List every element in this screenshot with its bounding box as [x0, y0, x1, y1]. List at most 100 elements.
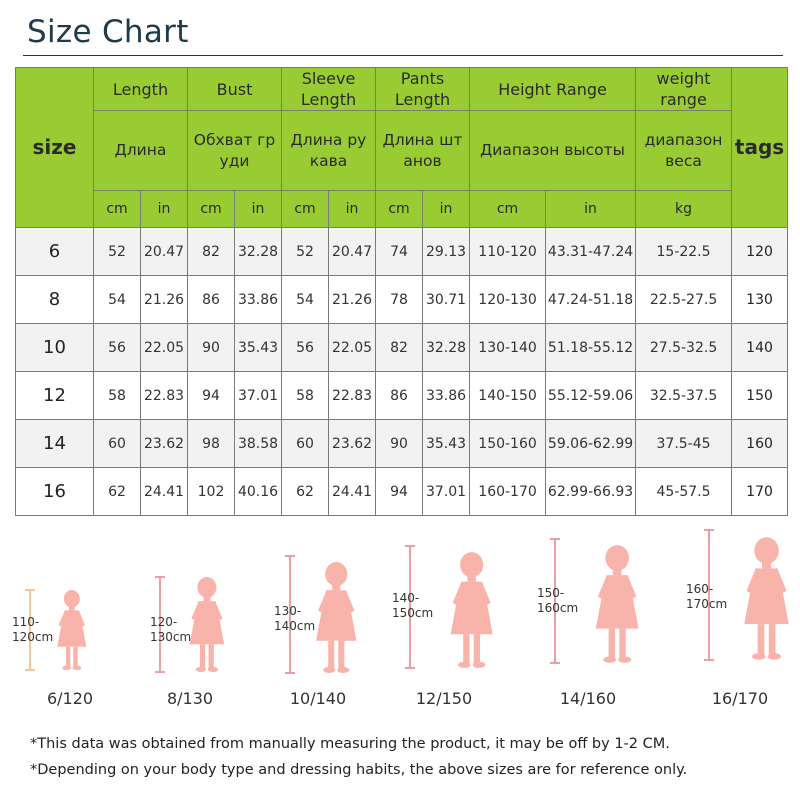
tag-cell: 150: [731, 371, 789, 420]
figure-neck: [467, 575, 477, 582]
figure-dress: [57, 610, 87, 647]
figure-left-shoe: [322, 666, 335, 673]
value-cell: 51.18-55.12: [545, 323, 637, 372]
figure-right-leg: [208, 644, 214, 669]
height-range-label: 130- 140cm: [274, 604, 316, 633]
value-cell: 37.5-45: [635, 419, 733, 468]
value-cell: 56: [93, 323, 141, 372]
size-cell: 12: [15, 371, 94, 420]
tag-cell: 160: [731, 419, 789, 468]
figure-neck: [762, 561, 772, 569]
value-cell: 33.86: [233, 275, 283, 324]
tag-cell: 130: [731, 275, 789, 324]
value-cell: 21.26: [328, 275, 377, 324]
tag-cell: 120: [731, 227, 789, 276]
figure-head: [197, 577, 217, 598]
child-figure-icon: [450, 552, 494, 668]
figure-dress: [595, 575, 639, 629]
size-column-header: size: [15, 67, 94, 228]
bust-header-ru: Обхват гр уди: [186, 110, 283, 191]
value-cell: 110-120: [469, 227, 547, 276]
value-cell: 94: [375, 467, 424, 516]
figure-right-arm: [775, 569, 788, 593]
tag-cell: 170: [731, 467, 789, 516]
figure-right-shoe: [618, 656, 631, 663]
value-cell: 120-130: [469, 275, 547, 324]
figure-left-shoe: [195, 666, 207, 672]
tags-column-header: tags: [731, 67, 789, 228]
value-cell: 130-140: [469, 323, 547, 372]
size-cell: 10: [15, 323, 94, 372]
value-cell: 35.43: [233, 323, 283, 372]
table-row: 14 60 23.62 98 38.58 60 23.62 90 35.43 150-160 59.…: [15, 419, 789, 468]
value-cell: 43.31-47.24: [545, 227, 637, 276]
figure-right-shoe: [207, 666, 219, 672]
value-cell: 78: [375, 275, 424, 324]
figure-right-arm: [213, 602, 223, 621]
figure-left-leg: [608, 628, 615, 659]
figure-neck: [203, 596, 211, 602]
length-header-ru: Длина: [93, 110, 188, 191]
size-cell: 14: [15, 419, 94, 468]
weight-range-header-ru: диапазон веса: [635, 110, 733, 191]
size-cell: 16: [15, 467, 94, 516]
figure-left-leg: [327, 640, 334, 669]
child-figure-icon: [744, 537, 790, 660]
value-cell: 102: [187, 467, 235, 516]
height-range-label: 110- 120cm: [12, 615, 54, 644]
height-marker: [285, 555, 295, 674]
value-cell: 20.47: [140, 227, 188, 276]
height-marker: [550, 538, 560, 664]
value-cell: 22.5-27.5: [635, 275, 733, 324]
value-cell: 15-22.5: [635, 227, 733, 276]
value-cell: 29.13: [422, 227, 471, 276]
sleeve-length-header: Sleeve Length: [281, 67, 377, 111]
figure-left-leg: [758, 624, 765, 656]
table-row: 6 52 20.47 82 32.28 52 20.47 74 29.13 110-120 43.3…: [15, 227, 789, 276]
value-cell: 47.24-51.18: [545, 275, 637, 324]
height-range-label: 160- 170cm: [686, 582, 728, 611]
figure-left-arm: [746, 569, 759, 593]
value-cell: 22.83: [328, 371, 377, 420]
figure-dress: [189, 601, 225, 645]
size-chart-table: size Length Bust Sleeve Length Pants Len…: [15, 67, 789, 516]
figure-right-leg: [338, 640, 345, 669]
child-figure-icon: [595, 545, 639, 663]
figure-right-leg: [73, 646, 78, 668]
pants-length-header-ru: Длина шт анов: [375, 110, 471, 191]
figure-right-arm: [480, 582, 491, 605]
value-cell: 22.05: [140, 323, 188, 372]
value-cell: 82: [187, 227, 235, 276]
page-title: Size Chart: [27, 14, 189, 50]
value-cell: 54: [281, 275, 330, 324]
child-figure-icon: [57, 590, 87, 670]
unit-in: in: [140, 190, 188, 228]
figure-right-leg: [474, 634, 481, 664]
height-marker: [25, 589, 35, 671]
value-cell: 38.58: [233, 419, 283, 468]
figure-left-arm: [58, 611, 67, 627]
value-cell: 56: [281, 323, 330, 372]
child-figure-icon: [315, 562, 357, 673]
value-cell: 37.01: [422, 467, 471, 516]
bust-header: Bust: [186, 67, 283, 111]
value-cell: 86: [375, 371, 424, 420]
value-cell: 20.47: [328, 227, 377, 276]
value-cell: 35.43: [422, 419, 471, 468]
value-cell: 30.71: [422, 275, 471, 324]
size-cell: 6: [15, 227, 94, 276]
figure-left-arm: [191, 602, 201, 621]
value-cell: 98: [187, 419, 235, 468]
value-cell: 23.62: [140, 419, 188, 468]
value-cell: 58: [93, 371, 141, 420]
unit-cm: cm: [187, 190, 235, 228]
value-cell: 59.06-62.99: [545, 419, 637, 468]
size-caption: 6/120: [46, 689, 94, 708]
figure-head: [460, 552, 484, 578]
value-cell: 23.62: [328, 419, 377, 468]
pants-length-header: Pants Length: [375, 67, 471, 111]
value-cell: 27.5-32.5: [635, 323, 733, 372]
figure-head: [324, 562, 348, 587]
size-caption: 14/160: [559, 689, 617, 708]
value-cell: 37.01: [233, 371, 283, 420]
